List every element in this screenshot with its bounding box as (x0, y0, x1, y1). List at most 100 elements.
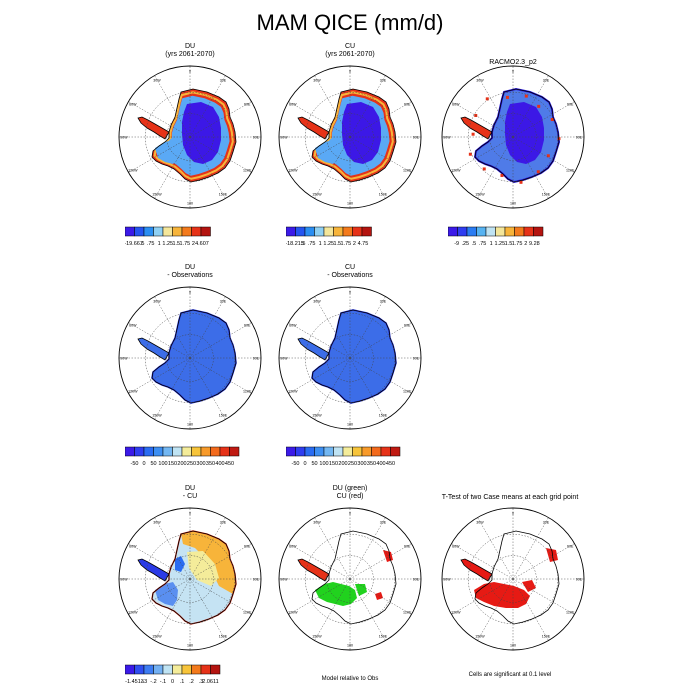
colorbar-tick-label: .25 (461, 241, 469, 247)
panel-title-ttest: T-Test of two Case means at each grid po… (441, 494, 579, 501)
map-boundary-circle (118, 507, 262, 651)
latitude-circle (489, 113, 537, 161)
colorbar-tick-label: 1.5 (333, 241, 341, 247)
colorbar-cell (134, 664, 145, 675)
meridian-label: 60W (129, 103, 137, 107)
meridian-label: 60E (244, 103, 251, 107)
colorbar-tick-label: 450 (225, 461, 234, 467)
map-du-cu: 0 30E 60E 90E 120E 150E 180 150W 120W 90W 60W 30W (118, 507, 262, 651)
meridian-label: 30W (153, 78, 161, 82)
coastal-hotspot (546, 154, 550, 158)
colorbar-tick-label: 4.607 (195, 241, 209, 247)
panel-title-du-obs: DU - Observations (167, 264, 213, 279)
colorbar-tick-label: 50 (311, 461, 317, 467)
note-model-relative: Model relative to Obs (321, 676, 379, 682)
meridian-label: 60E (404, 324, 411, 328)
colorbar-tick-label: .75 (147, 241, 155, 247)
meridian-label: 150W (475, 635, 485, 639)
coastline-peninsula (137, 558, 170, 582)
colorbar-tick-label: 250 (348, 461, 357, 467)
map-frame: 0 30E 60E 90E 120E 150E 180 150W 120W 90W 60W 30W (441, 65, 585, 209)
map-boundary-circle (278, 286, 422, 430)
meridian-label: 120E (403, 611, 412, 615)
meridian-label: 120E (243, 611, 252, 615)
colorbar-cell (162, 664, 173, 675)
map-ttest: 0 30E 60E 90E 120E 150E 180 150W 120W 90W 60W 30W (441, 507, 585, 651)
west-ice-sheet (155, 140, 178, 164)
colorbar-cell (153, 664, 164, 675)
colorbar-tick-label: -50 (292, 461, 300, 467)
map-cu: 0 30E 60E 90E 120E 150E 180 150W 120W 90W 60W 30W (278, 65, 422, 209)
colorbar-cell (485, 226, 496, 237)
colorbar-cell (523, 226, 534, 237)
colorbar-cell (361, 446, 372, 457)
map-racmo: 0 30E 60E 90E 120E 150E 180 150W 120W 90W 60W 30W (441, 65, 585, 209)
colorbar-tick-label: 0 (171, 679, 174, 685)
colorbar-cell (172, 226, 183, 237)
latitude-circle (145, 534, 235, 624)
meridian-label: 90E (413, 357, 420, 361)
panel-title-du: DU (yrs 2061-2070) (165, 43, 215, 58)
colorbar-tick-label: 1 (490, 241, 493, 247)
meridian-label: 90W (280, 136, 288, 140)
colorbar-cell (352, 446, 363, 457)
colorbar-tick-label: 100 (158, 461, 167, 467)
peninsula-melt (461, 117, 492, 139)
du-significant-cells-east (355, 584, 367, 596)
colorbar-cell (134, 226, 145, 237)
significant-cells-peninsula (461, 559, 492, 581)
colorbar-tick-label: 1 (319, 241, 322, 247)
colorbar-tick-label: 100 (319, 461, 328, 467)
interior-low-values (182, 102, 221, 164)
colorbar-cell (342, 226, 353, 237)
meridian-label: 30E (380, 78, 387, 82)
meridian-label: 180 (510, 202, 516, 206)
panel-title-rel-obs: DU (green) CU (red) (332, 485, 368, 500)
meridian-label: 30E (220, 299, 227, 303)
coastline-peninsula (460, 116, 493, 140)
meridian-label: 60E (244, 545, 251, 549)
meridian-label: 90W (120, 357, 128, 361)
map-frame: 0 30E 60E 90E 120E 150E 180 150W 120W 90W 60W 30W (278, 507, 422, 651)
colorbar-cell (125, 226, 135, 237)
meridian-label: 150W (152, 193, 162, 197)
colorbar-cell (229, 446, 240, 457)
peninsula-bias (298, 338, 329, 360)
coastline (474, 530, 560, 625)
colorbar-tick-label: -.2 (150, 679, 156, 685)
meridian-label: 150E (542, 193, 551, 197)
map-boundary-circle (441, 65, 585, 209)
colorbar-tick-label: 300 (357, 461, 366, 467)
colorbar-racmo: -9.25.5.75 1 1.25 1.5 1.75 2 9.28 (448, 226, 544, 247)
map-boundary-circle (118, 65, 262, 209)
colorbar-tick-label: 200 (338, 461, 347, 467)
colorbar-tick-label: 1.75 (512, 241, 523, 247)
latitude-circle (166, 555, 214, 603)
map-cu-obs: 0 30E 60E 90E 120E 150E 180 150W 120W 90W 60W 30W (278, 286, 422, 430)
colorbar-cell (191, 664, 202, 675)
coastline (151, 88, 237, 183)
coastal-hotspot (537, 104, 541, 108)
latitude-circle (145, 92, 235, 182)
colorbar-tick-label: 1.75 (179, 241, 190, 247)
west-ice-sheet (315, 140, 338, 164)
colorbar-tick-label: -9 (454, 241, 459, 247)
meridian-label: 90E (253, 578, 260, 582)
colorbar-cell (191, 226, 202, 237)
colorbar-cell (181, 226, 192, 237)
colorbar-cell (200, 664, 211, 675)
map-frame: 0 30E 60E 90E 120E 150E 180 150W 120W 90W 60W 30W (118, 507, 262, 651)
meridian-label: 90E (576, 578, 583, 582)
coastline (311, 309, 397, 404)
colorbar-tick-label: -.1 (160, 679, 166, 685)
colorbar-tick-label: 350 (367, 461, 376, 467)
interior-low-values (342, 102, 381, 164)
meridian-label: 150W (312, 414, 322, 418)
colorbar-tick-label: 2 (524, 241, 527, 247)
panel-title-du-cu: DU - CU (182, 485, 198, 500)
colorbar-tick-label: -50 (131, 461, 139, 467)
meridian-label: 120E (243, 169, 252, 173)
map-boundary-circle (278, 65, 422, 209)
colorbar-cell (390, 446, 401, 457)
colorbar-tick-label: -1.4513 (125, 679, 144, 685)
